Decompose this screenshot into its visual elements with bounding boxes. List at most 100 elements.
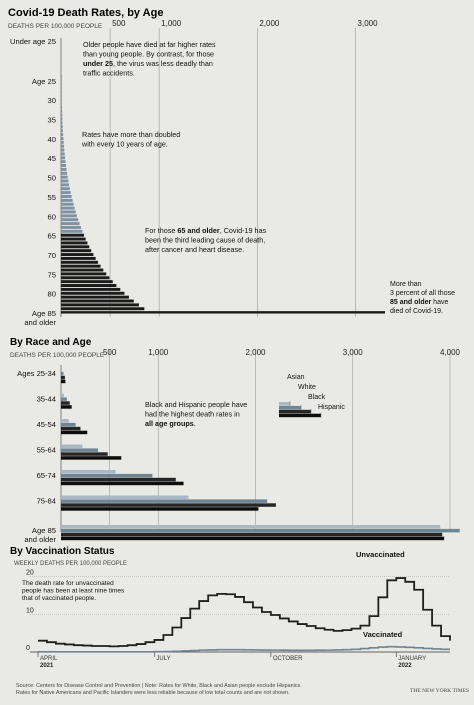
- age-label: Age 85 and older: [24, 309, 56, 327]
- annotation-text: , the virus was less deadly than: [113, 59, 213, 68]
- bar: [61, 140, 64, 144]
- age-label: 30: [48, 96, 56, 105]
- age-label-line: 65: [48, 232, 56, 241]
- annotation-line: been the third leading cause of death,: [145, 236, 265, 245]
- y-tick-label: 10: [26, 607, 34, 614]
- age-label-line: Age 85: [32, 309, 56, 318]
- bar: [61, 276, 110, 280]
- age-label-line: 55: [48, 193, 56, 202]
- bar: [61, 86, 62, 90]
- bar: [61, 94, 62, 98]
- age-group-label-line: 45-54: [37, 420, 56, 429]
- annotation-text: Rates have more than doubled: [82, 130, 180, 139]
- annotation-line: people has been at least nine times: [22, 588, 125, 595]
- bar: [61, 144, 65, 148]
- source-line-2: Rates for Native Americans and Pacific I…: [16, 690, 290, 696]
- bar: [61, 249, 92, 253]
- source-note: Source: Centers for Disease Control and …: [16, 683, 416, 697]
- bar: [61, 175, 68, 179]
- credit: THE NEW YORK TIMES: [410, 688, 470, 694]
- tick-label: 500: [112, 19, 126, 28]
- age-label: Age 25: [32, 77, 56, 86]
- age-label: 70: [48, 251, 56, 260]
- annotation-text: The death rate for unvaccinated: [22, 580, 114, 587]
- bar: [61, 371, 64, 376]
- chart-title: By Race and Age: [10, 337, 92, 348]
- legend-swatch: [279, 409, 311, 414]
- bar: [61, 78, 62, 82]
- annotation-text: traffic accidents.: [83, 69, 135, 78]
- series-line: [38, 577, 451, 648]
- bar: [61, 179, 69, 183]
- annotation-text: For those: [145, 226, 177, 235]
- bar: [61, 222, 80, 226]
- tick-label: 3,000: [358, 19, 379, 28]
- bar: [61, 401, 70, 405]
- bar: [61, 272, 107, 276]
- annotation-line: 85 and older have: [390, 299, 448, 306]
- bar: [61, 379, 66, 384]
- unit-label: WEEKLY DEATHS PER 100,000 PEOPLE: [14, 561, 127, 567]
- bar: [61, 206, 75, 210]
- bar: [61, 183, 70, 187]
- x-tick-label: OCTOBER: [273, 656, 303, 662]
- bar: [61, 117, 63, 121]
- bar: [61, 532, 443, 537]
- series-label: Vaccinated: [363, 630, 403, 639]
- bar: [61, 430, 88, 435]
- annotation-line: after cancer and heart disease.: [145, 245, 244, 254]
- bar: [61, 109, 63, 113]
- bar: [61, 528, 460, 533]
- age-group-label: 65-74: [37, 471, 56, 480]
- annotation-text: than young people. By contrast, for thos…: [83, 50, 214, 59]
- age-label-line: 70: [48, 251, 56, 260]
- age-label-line: 35: [48, 116, 56, 125]
- annotation-line: that of vaccinated people.: [22, 595, 96, 602]
- bar: [61, 393, 64, 397]
- bar: [61, 148, 65, 152]
- bar: [61, 121, 63, 125]
- annotation-bold: under 25: [83, 59, 113, 68]
- bar: [61, 129, 63, 133]
- bar: [61, 229, 83, 233]
- legend-swatch: [279, 405, 301, 410]
- series-line: [38, 645, 450, 653]
- annotation-line: all age groups.: [145, 419, 196, 428]
- bar: [61, 268, 104, 272]
- annotation-text: after cancer and heart disease.: [145, 245, 244, 254]
- tick-label: 4,000: [440, 348, 461, 357]
- bar: [61, 448, 98, 452]
- annotation-line: than young people. By contrast, for thos…: [83, 50, 214, 59]
- bar: [61, 75, 62, 78]
- bar: [61, 90, 62, 94]
- annotation-line: For those 65 and older, Covid-19 has: [145, 226, 266, 235]
- annotation-text: with every 10 years of age.: [81, 140, 168, 149]
- legend-label: Asian: [287, 374, 305, 381]
- bar: [61, 295, 129, 299]
- bar: [61, 419, 69, 423]
- bar: [61, 241, 88, 245]
- age-group-label-line: Age 85: [32, 526, 56, 535]
- bar: [61, 499, 268, 503]
- age-label-line: and older: [24, 318, 56, 327]
- bar: [61, 214, 77, 218]
- bar: [61, 82, 62, 86]
- bar: [61, 245, 90, 249]
- age-group-label: 35-44: [37, 395, 56, 404]
- age-chart: Covid-19 Death Rates, by Age DEATHS PER …: [8, 7, 455, 327]
- tick-label: 500: [103, 348, 117, 357]
- bar: [61, 284, 117, 288]
- age-group-label-line: 75-84: [37, 497, 56, 506]
- age-label-line: 45: [48, 154, 56, 163]
- bar: [61, 368, 62, 372]
- annotation-line: with every 10 years of age.: [81, 140, 168, 149]
- age-label: 50: [48, 174, 56, 183]
- x-year-label: 2021: [40, 663, 54, 669]
- age-label-line: Under age 25: [10, 37, 56, 46]
- bar: [61, 171, 68, 175]
- bar: [61, 198, 73, 202]
- bar: [61, 105, 62, 109]
- bar: [61, 256, 96, 260]
- age-group-label: 55-64: [37, 446, 56, 455]
